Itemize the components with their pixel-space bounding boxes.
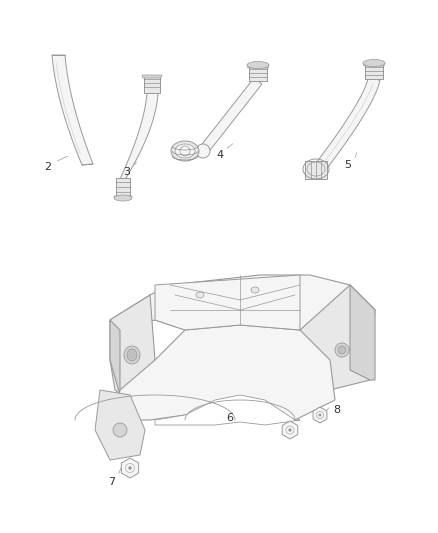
- Ellipse shape: [363, 60, 385, 67]
- Polygon shape: [142, 75, 162, 78]
- Text: 5: 5: [345, 160, 352, 170]
- Ellipse shape: [251, 287, 259, 293]
- Ellipse shape: [196, 292, 204, 298]
- Polygon shape: [95, 390, 145, 460]
- Text: 3: 3: [124, 167, 131, 177]
- Ellipse shape: [196, 144, 210, 158]
- Ellipse shape: [124, 346, 140, 364]
- Ellipse shape: [128, 466, 131, 470]
- Text: 4: 4: [216, 150, 223, 160]
- Ellipse shape: [180, 146, 190, 156]
- Polygon shape: [199, 78, 262, 154]
- Ellipse shape: [335, 343, 349, 357]
- Ellipse shape: [171, 141, 199, 161]
- Polygon shape: [155, 395, 300, 425]
- Polygon shape: [121, 458, 139, 478]
- Ellipse shape: [127, 349, 137, 361]
- Polygon shape: [110, 320, 120, 395]
- Polygon shape: [119, 93, 158, 181]
- Polygon shape: [144, 75, 160, 93]
- Polygon shape: [313, 407, 327, 423]
- Polygon shape: [365, 63, 383, 79]
- Polygon shape: [155, 275, 300, 330]
- Polygon shape: [305, 161, 327, 179]
- Polygon shape: [114, 196, 132, 199]
- Polygon shape: [350, 285, 375, 380]
- Text: 8: 8: [333, 405, 341, 415]
- Polygon shape: [363, 63, 385, 66]
- Polygon shape: [116, 178, 130, 196]
- Polygon shape: [52, 55, 93, 165]
- Text: 2: 2: [44, 162, 52, 172]
- Ellipse shape: [338, 346, 346, 354]
- Text: 6: 6: [226, 413, 233, 423]
- Polygon shape: [110, 295, 155, 405]
- Ellipse shape: [247, 61, 269, 69]
- Ellipse shape: [289, 429, 291, 431]
- Ellipse shape: [175, 144, 195, 158]
- Polygon shape: [314, 78, 380, 173]
- Ellipse shape: [114, 195, 132, 201]
- Polygon shape: [249, 65, 267, 81]
- Polygon shape: [110, 275, 375, 330]
- Ellipse shape: [113, 423, 127, 437]
- Ellipse shape: [319, 414, 321, 416]
- Polygon shape: [300, 285, 375, 390]
- Polygon shape: [247, 65, 269, 68]
- Text: 7: 7: [109, 477, 116, 487]
- Polygon shape: [282, 421, 298, 439]
- Polygon shape: [115, 325, 335, 420]
